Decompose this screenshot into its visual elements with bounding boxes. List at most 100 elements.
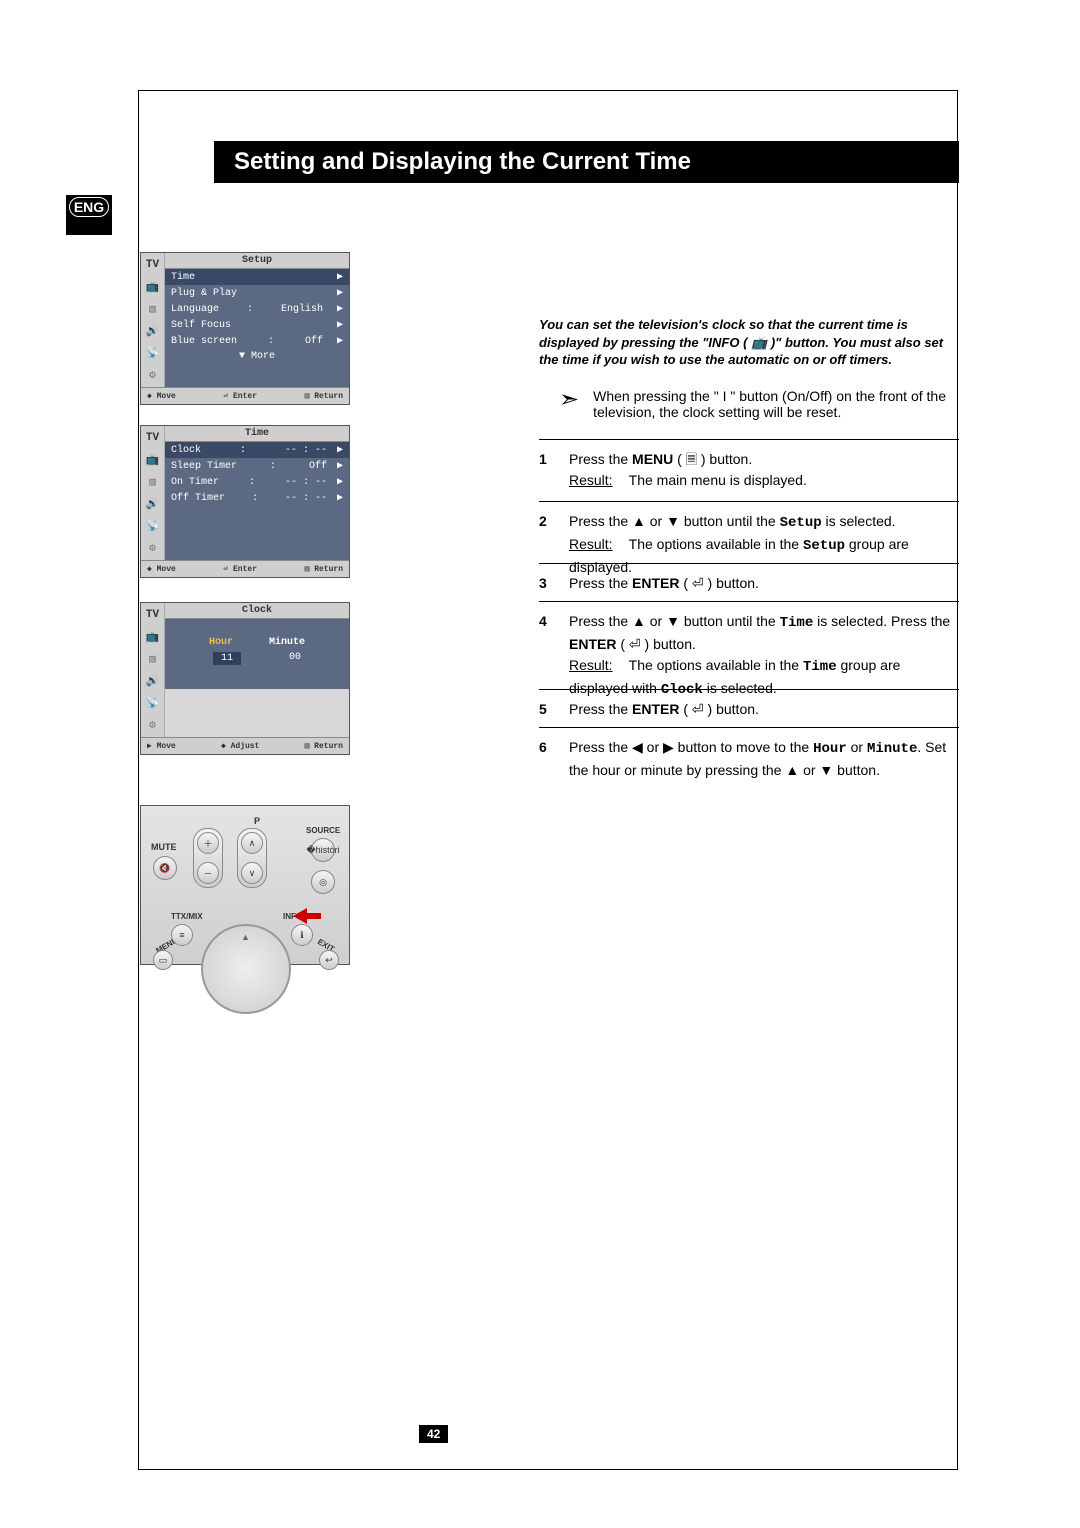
arrow-icon: ▶: [337, 460, 343, 472]
osd-body: Setup Time▶ Plug & Play▶ Language:Englis…: [165, 253, 349, 387]
picture-icon: ▥: [145, 651, 161, 667]
step-2: 2 Press the ▲ or ▼ button until the Setu…: [539, 511, 959, 578]
step-body: Press the ▲ or ▼ button until the Setup …: [569, 511, 959, 578]
enter-word: ENTER: [632, 575, 679, 591]
l: Time: [171, 272, 195, 283]
step-body: Press the ENTER ( ⏎ ) button.: [569, 573, 759, 594]
menu-word: MENU: [632, 451, 673, 467]
mono: Minute: [867, 741, 917, 757]
osd-row-ontimer: On Timer:-- : --▶: [165, 474, 349, 490]
result-label: Result:: [569, 534, 625, 555]
osd-title: Clock: [165, 603, 349, 619]
t: or: [847, 739, 867, 755]
divider: [539, 501, 959, 502]
footer-move: ▶ Move: [147, 741, 176, 751]
step-6: 6 Press the ◀ or ▶ button to move to the…: [539, 737, 959, 781]
intro-paragraph: You can set the television's clock so th…: [539, 316, 959, 369]
arrow-icon: ▶: [337, 476, 343, 488]
osd-row-sleep: Sleep Timer:Off▶: [165, 458, 349, 474]
step-num: 4: [539, 611, 551, 701]
step-1: 1 Press the MENU ( 🗏 ) button. Result: T…: [539, 449, 959, 491]
l: Plug & Play: [171, 288, 237, 299]
language-badge-text: ENG: [69, 197, 109, 217]
mute-label: MUTE: [151, 842, 177, 852]
remote-diagram: P MUTE SOURCE TTX/MIX INFO MENU EXIT ＋ －…: [140, 805, 350, 965]
t: Press the ▲ or ▼ button until the: [569, 613, 780, 629]
result-text: The main menu is displayed.: [629, 472, 807, 488]
osd-title: Time: [165, 426, 349, 442]
sound-icon: 🔊: [145, 496, 161, 512]
step-num: 3: [539, 573, 551, 594]
page-title-band: Setting and Displaying the Current Time: [214, 141, 959, 183]
step-5: 5 Press the ENTER ( ⏎ ) button.: [539, 699, 959, 720]
step-body: Press the MENU ( 🗏 ) button. Result: The…: [569, 449, 807, 491]
tv-label: TV: [145, 257, 161, 273]
v: English: [281, 304, 323, 315]
osd-row-bluescreen: Blue screen:Off▶: [165, 333, 349, 349]
t: ( 🗏 ) button.: [673, 451, 752, 467]
hour-label: Hour: [209, 637, 233, 648]
aux-button-icon: ◎: [311, 870, 335, 894]
footer-move: ◆ Move: [147, 391, 176, 401]
l: Sleep Timer: [171, 461, 237, 472]
vol-down-icon: －: [197, 862, 219, 884]
v: -- : --: [285, 477, 327, 488]
v: -- : --: [285, 445, 327, 456]
mono: Hour: [813, 741, 847, 757]
t: ( ⏎ ) button.: [679, 701, 758, 717]
sound-icon: 🔊: [145, 673, 161, 689]
note-text: When pressing the " I " button (On/Off) …: [593, 388, 959, 420]
step-body: Press the ENTER ( ⏎ ) button.: [569, 699, 759, 720]
arrow-icon: ▶: [337, 319, 343, 331]
language-badge: ENG: [66, 195, 112, 235]
step-body: Press the ◀ or ▶ button to move to the H…: [569, 737, 959, 781]
input-icon: 📺: [145, 279, 161, 295]
t: Press the: [569, 575, 632, 591]
picture-icon: ▥: [145, 301, 161, 317]
osd-sidebar: TV 📺 ▥ 🔊 📡 ⚙: [141, 426, 165, 560]
t: ( ⏎ ) button.: [616, 636, 695, 652]
arrow-icon: ▶: [337, 303, 343, 315]
footer-return: ▥ Return: [305, 741, 343, 751]
step-4: 4 Press the ▲ or ▼ button until the Time…: [539, 611, 959, 701]
result-label: Result:: [569, 470, 625, 491]
source-label: SOURCE: [306, 826, 340, 835]
t: The options available in the: [629, 536, 803, 552]
info-button-icon: ℹ: [291, 924, 313, 946]
channel-icon: 📡: [145, 518, 161, 534]
vol-up-icon: ＋: [197, 832, 219, 854]
input-icon: 📺: [145, 452, 161, 468]
page-number: 42: [419, 1425, 448, 1443]
footer-move: ◆ Move: [147, 564, 176, 574]
pointer-arrow-icon: [293, 906, 323, 926]
divider: [539, 439, 959, 440]
t: Press the ◀ or ▶ button to move to the: [569, 739, 813, 755]
arrow-icon: ▶: [337, 492, 343, 504]
channel-icon: 📡: [145, 695, 161, 711]
tv-label: TV: [145, 430, 161, 446]
osd-footer: ◆ Move ⏎ Enter ▥ Return: [141, 560, 349, 577]
ttx-label: TTX/MIX: [171, 912, 203, 921]
l: Self Focus: [171, 320, 231, 331]
footer-return: ▥ Return: [305, 391, 343, 401]
step-body: Press the ▲ or ▼ button until the Time i…: [569, 611, 959, 701]
t: The options available in the: [629, 657, 803, 673]
ttx-button-icon: ≡: [171, 924, 193, 946]
v: Off: [309, 461, 327, 472]
osd-footer: ◆ Move ⏎ Enter ▥ Return: [141, 387, 349, 404]
p-label: P: [254, 816, 260, 826]
step-3: 3 Press the ENTER ( ⏎ ) button.: [539, 573, 959, 594]
l: Off Timer: [171, 493, 225, 504]
exit-button-icon: ↩: [319, 950, 339, 970]
osd-footer: ▶ Move ◆ Adjust ▥ Return: [141, 737, 349, 754]
t: Press the: [569, 451, 632, 467]
v: -- : --: [285, 493, 327, 504]
osd-clock: TV 📺 ▥ 🔊 📡 ⚙ Clock Hour Minute 11 00 ▶ M…: [140, 602, 350, 755]
l: Language: [171, 304, 219, 315]
divider: [539, 727, 959, 728]
tv-label: TV: [145, 607, 161, 623]
osd-row-language: Language:English▶: [165, 301, 349, 317]
osd-sidebar: TV 📺 ▥ 🔊 📡 ⚙: [141, 253, 165, 387]
osd-row-clock: Clock:-- : --▶: [165, 442, 349, 458]
picture-icon: ▥: [145, 474, 161, 490]
